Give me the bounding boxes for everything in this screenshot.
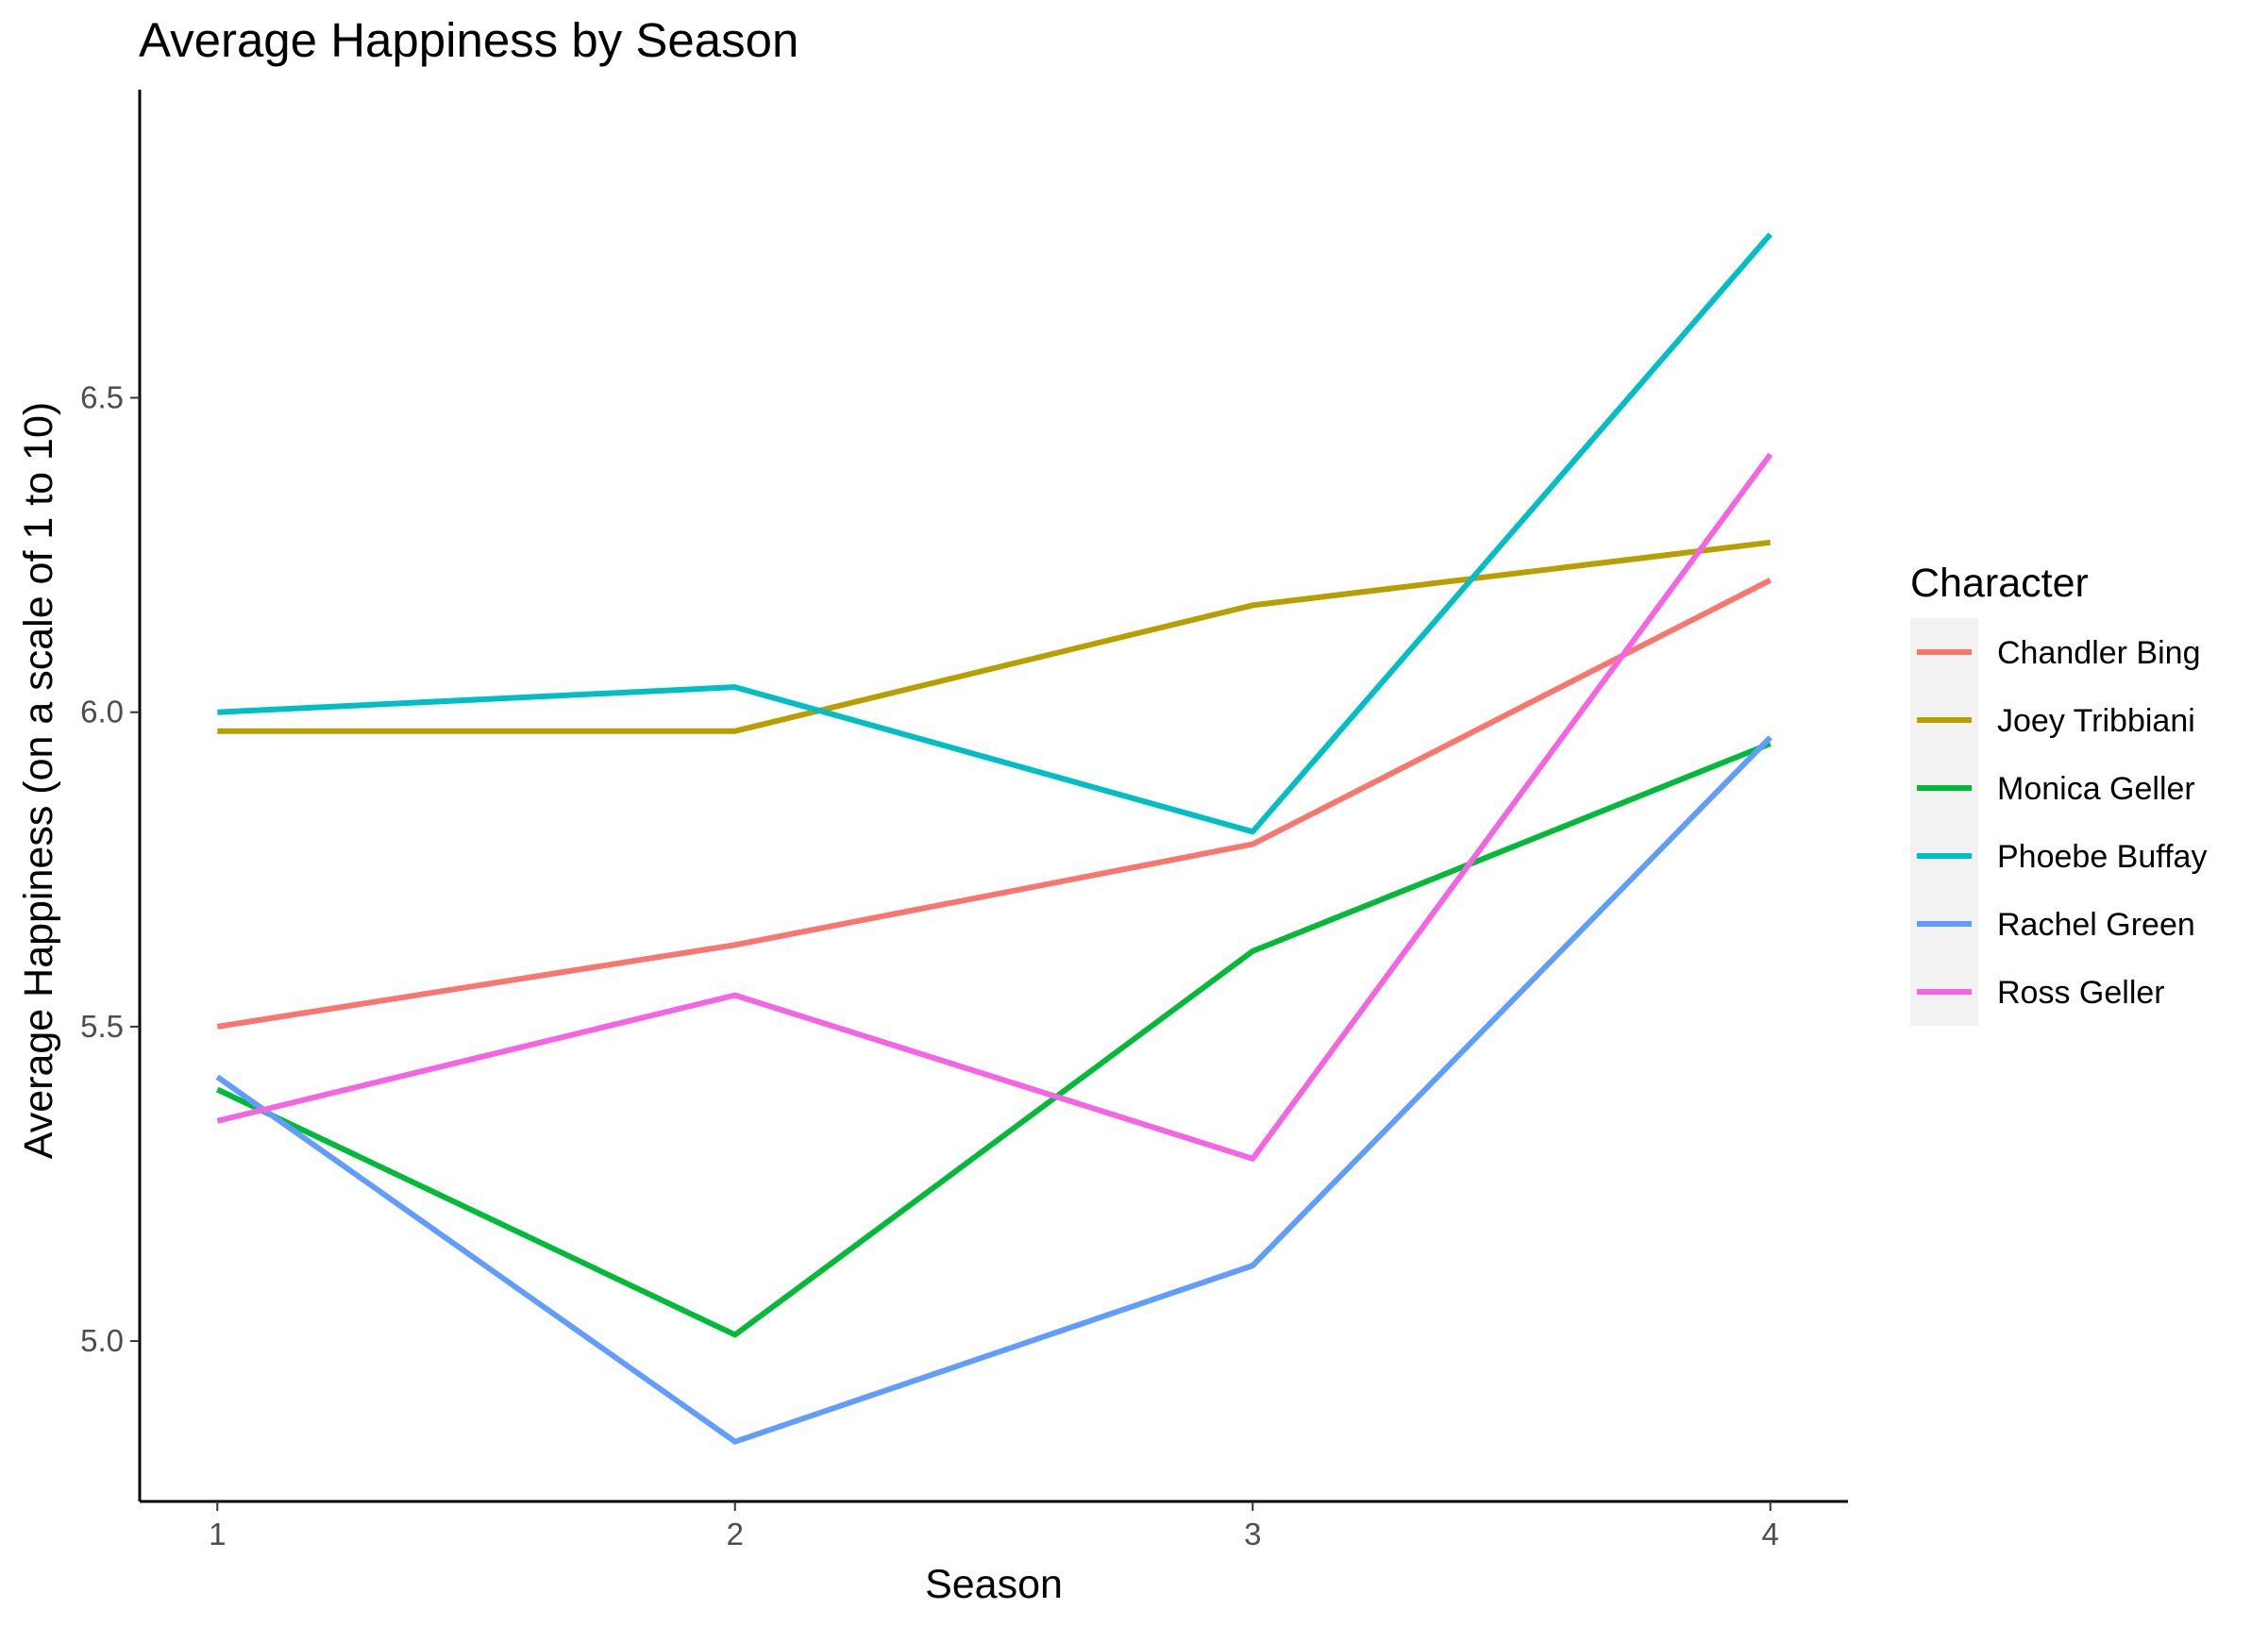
x-tick-label: 2 — [727, 1517, 744, 1551]
y-tick-label: 6.0 — [80, 695, 124, 729]
chart-title: Average Happiness by Season — [139, 13, 798, 67]
y-axis-title: Average Happiness (on a scale of 1 to 10… — [16, 402, 61, 1159]
x-axis-title: Season — [925, 1562, 1063, 1607]
y-tick-label: 5.0 — [80, 1323, 124, 1358]
y-tick-label: 6.5 — [80, 380, 124, 415]
y-tick-label: 5.5 — [80, 1009, 124, 1044]
x-tick-label: 4 — [1762, 1517, 1779, 1551]
series-line-ross-geller — [216, 452, 1773, 1162]
legend-items: Chandler Bing Joey Tribbiani Monica Geller… — [1910, 618, 2207, 1026]
legend-label-monica-geller: Monica Geller — [1997, 771, 2195, 807]
x-tick-label: 3 — [1244, 1517, 1261, 1551]
plot-area — [215, 232, 1773, 1445]
legend-label-ross-geller: Ross Geller — [1997, 975, 2165, 1011]
legend-title: Character — [1910, 561, 2089, 606]
legend-key-background — [1910, 618, 1978, 1026]
legend-label-chandler-bing: Chandler Bing — [1997, 635, 2200, 671]
series-line-chandler-bing — [216, 578, 1772, 1030]
legend-label-phoebe-buffay: Phoebe Buffay — [1997, 839, 2207, 875]
axes: 1 2 3 4 5.0 5.5 6.0 6.5 — [80, 90, 1848, 1551]
series-line-rachel-green — [215, 735, 1772, 1445]
legend: Character Chandler Bing Joey Tribbiani Mon… — [1910, 561, 2207, 1026]
legend-label-joey-tribbiani: Joey Tribbiani — [1997, 703, 2195, 739]
x-tick-label: 1 — [209, 1517, 226, 1551]
series-line-monica-geller — [216, 741, 1772, 1338]
series-line-phoebe-buffay — [217, 232, 1772, 835]
legend-label-rachel-green: Rachel Green — [1997, 907, 2195, 943]
series-line-joey-tribbiani — [217, 539, 1772, 734]
